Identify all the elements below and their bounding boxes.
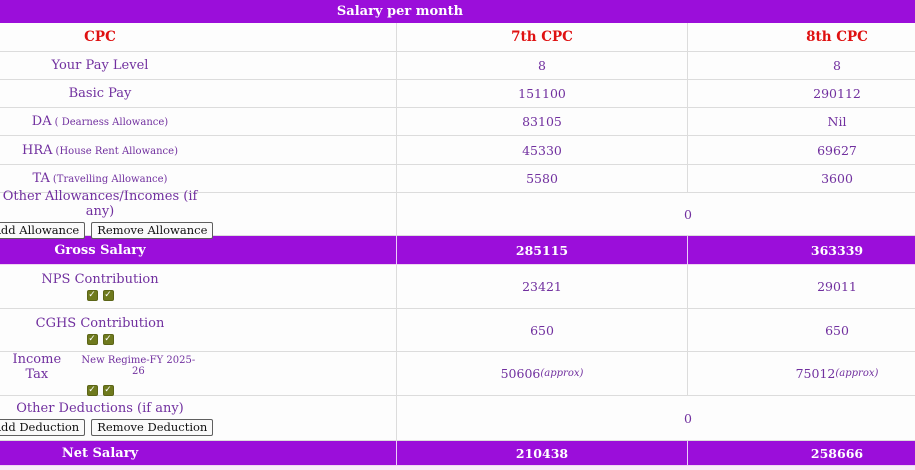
pay-level-label: Your Pay Level (51, 58, 149, 73)
hra-sublabel: (House Rent Allowance) (55, 145, 178, 157)
col-header-7th-cpc: 7th CPC (511, 29, 573, 45)
cghs-label: CGHS Contribution (35, 315, 165, 331)
basic-pay-label: Basic Pay (68, 86, 132, 101)
header-cell-8cpc: 8th CPC (688, 23, 915, 51)
nps-7cpc-value: 23421 (522, 279, 562, 294)
pay-level-7cpc-value: 8 (538, 58, 546, 73)
net-salary-label: Net Salary (61, 445, 139, 461)
nps-8cpc-value: 29011 (817, 279, 857, 294)
row-other-allowances: Other Allowances/Incomes (if any) Add Al… (0, 189, 915, 239)
da-sublabel: ( Dearness Allowance) (54, 117, 169, 128)
col-header-cpc: CPC (84, 29, 116, 45)
income-tax-7cpc-checkbox[interactable]: ✓ (86, 384, 98, 396)
row-income-tax: Income Tax New Regime-FY 2025-26 ✓ ✓ 506… (0, 352, 915, 396)
nps-7cpc-checkbox[interactable]: ✓ (86, 290, 98, 301)
row-cghs: CGHS Contribution ✓ ✓ 650 650 (0, 309, 915, 352)
income-tax-8cpc-approx: (approx) (835, 368, 879, 379)
ta-label: TA (32, 171, 50, 186)
gross-salary-7cpc-value: 285115 (515, 242, 569, 258)
hra-7cpc-value: 45330 (522, 142, 562, 158)
other-allowances-value: 0 (684, 206, 692, 222)
row-hra: HRA (House Rent Allowance) 45330 69627 (0, 136, 915, 165)
pay-level-8cpc-value: 8 (833, 58, 841, 73)
col-header-8th-cpc: 8th CPC (806, 29, 868, 45)
da-7cpc-value: 83105 (522, 114, 562, 129)
income-tax-sublabel: New Regime-FY 2025-26 (81, 354, 196, 377)
income-tax-8cpc-checkbox[interactable]: ✓ (102, 384, 114, 396)
header-row: CPC 7th CPC 8th CPC (0, 23, 915, 52)
nps-label: NPS Contribution (41, 272, 159, 287)
row-basic-pay: Basic Pay 151100 290112 (0, 80, 915, 108)
da-label: DA (31, 114, 52, 129)
add-deduction-button[interactable]: Add Deduction (0, 418, 86, 436)
income-tax-7cpc-value: 50606 (500, 366, 541, 381)
ta-7cpc-value: 5580 (526, 171, 558, 186)
table-title: Salary per month (336, 4, 464, 19)
income-tax-label: Income Tax (12, 351, 62, 382)
cghs-7cpc-checkbox[interactable]: ✓ (86, 333, 98, 345)
cghs-8cpc-value: 650 (825, 322, 849, 338)
header-cell-cpc: CPC (0, 23, 397, 51)
remove-allowance-button[interactable]: Remove Allowance (91, 222, 214, 239)
nps-8cpc-checkbox[interactable]: ✓ (102, 290, 114, 301)
hra-8cpc-value: 69627 (817, 142, 857, 158)
basic-pay-8cpc-value: 290112 (813, 86, 861, 101)
cghs-7cpc-value: 650 (530, 322, 554, 338)
net-salary-8cpc-value: 258666 (810, 445, 864, 461)
table-title-bar: Salary per month (0, 0, 915, 23)
income-tax-7cpc-approx: (approx) (540, 368, 584, 379)
other-deductions-label: Other Deductions (if any) (16, 400, 184, 416)
page-bottom-strip (0, 466, 915, 470)
basic-pay-7cpc-value: 151100 (518, 86, 566, 101)
row-ta: TA (Travelling Allowance) 5580 3600 (0, 165, 915, 193)
header-cell-7cpc: 7th CPC (397, 23, 688, 51)
gross-salary-label: Gross Salary (54, 242, 146, 258)
cghs-8cpc-checkbox[interactable]: ✓ (102, 333, 114, 345)
row-da: DA ( Dearness Allowance) 83105 Nil (0, 108, 915, 136)
income-tax-8cpc-value: 75012 (795, 366, 836, 381)
row-gross-salary: Gross Salary 285115 363339 (0, 236, 915, 265)
net-salary-7cpc-value: 210438 (515, 445, 569, 461)
remove-deduction-button[interactable]: Remove Deduction (91, 418, 214, 436)
ta-8cpc-value: 3600 (821, 171, 853, 186)
gross-salary-8cpc-value: 363339 (810, 242, 864, 258)
ta-sublabel: (Travelling Allowance) (52, 174, 168, 185)
row-net-salary: Net Salary 210438 258666 (0, 441, 915, 466)
other-deductions-value: 0 (684, 410, 692, 426)
row-nps: NPS Contribution ✓ ✓ 23421 29011 (0, 265, 915, 309)
other-allowances-label: Other Allowances/Incomes (if any) (2, 189, 198, 219)
row-other-deductions: Other Deductions (if any) Add Deduction … (0, 396, 915, 441)
da-8cpc-value: Nil (827, 114, 847, 129)
row-pay-level: Your Pay Level 8 8 (0, 52, 915, 80)
hra-label: HRA (22, 142, 53, 158)
add-allowance-button[interactable]: Add Allowance (0, 222, 86, 239)
